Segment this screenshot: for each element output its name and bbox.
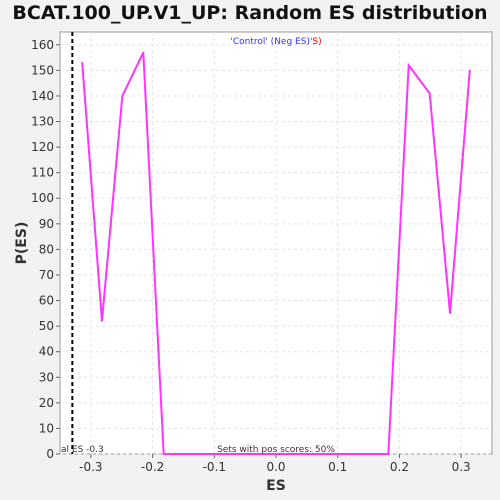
legend-control: 'Control' (Neg ES) bbox=[230, 37, 310, 47]
data-point bbox=[387, 453, 390, 455]
y-tick-label: 0 bbox=[46, 447, 54, 461]
x-tick-label: -0.2 bbox=[141, 460, 164, 474]
x-ticks: -0.3 -0.2 -0.1 0.0 0.1 0.2 0.3 bbox=[79, 454, 471, 474]
y-tick-label: 120 bbox=[31, 140, 54, 154]
data-point bbox=[449, 312, 451, 315]
data-point bbox=[101, 320, 103, 322]
data-point bbox=[142, 51, 145, 54]
x-tick-label: -0.3 bbox=[79, 460, 102, 474]
y-tick-label: 130 bbox=[31, 115, 54, 129]
x-axis-label: ES bbox=[266, 478, 286, 494]
data-point bbox=[407, 64, 410, 67]
y-tick-label: 110 bbox=[31, 166, 54, 180]
y-axis-label: P(ES) bbox=[14, 222, 30, 265]
x-tick-label: -0.1 bbox=[203, 460, 226, 474]
series-line bbox=[81, 52, 471, 455]
y-tick-label: 40 bbox=[39, 345, 54, 359]
x-tick-label: 0.3 bbox=[452, 460, 471, 474]
data-point bbox=[121, 95, 124, 97]
y-tick-label: 150 bbox=[31, 63, 54, 77]
observed-es-label: al ES -0.3 bbox=[61, 445, 104, 455]
series-layer bbox=[81, 51, 471, 455]
y-tick-label: 140 bbox=[31, 89, 54, 103]
data-point bbox=[81, 61, 84, 64]
y-tick-label: 90 bbox=[39, 217, 54, 231]
y-tick-label: 70 bbox=[39, 268, 54, 282]
y-tick-label: 20 bbox=[39, 396, 54, 410]
y-tick-label: 60 bbox=[39, 294, 54, 308]
pos-scores-annotation: Sets with pos scores: 50% bbox=[217, 445, 335, 455]
data-point bbox=[468, 69, 471, 72]
data-point bbox=[162, 453, 165, 455]
x-tick-label: 0.2 bbox=[390, 460, 409, 474]
y-tick-label: 30 bbox=[39, 370, 54, 384]
legend: 'Control' (Neg ES)'S) bbox=[230, 37, 321, 47]
y-ticks: 0 10 20 30 40 50 60 70 80 90 100 110 120 130 140 150 160 bbox=[31, 38, 60, 461]
y-tick-label: 50 bbox=[39, 319, 54, 333]
grid bbox=[60, 32, 492, 455]
data-point bbox=[428, 92, 431, 95]
y-tick-label: 100 bbox=[31, 191, 54, 205]
chart-title: BCAT.100_UP.V1_UP: Random ES distributio… bbox=[12, 2, 488, 24]
x-tick-label: 0.0 bbox=[266, 460, 285, 474]
y-tick-label: 10 bbox=[39, 421, 54, 435]
y-tick-label: 80 bbox=[39, 242, 54, 256]
y-tick-label: 160 bbox=[31, 38, 54, 52]
observed-es-layer: al ES -0.3 bbox=[61, 32, 104, 455]
legend-overlap: 'S) bbox=[310, 37, 322, 47]
x-tick-label: 0.1 bbox=[328, 460, 347, 474]
